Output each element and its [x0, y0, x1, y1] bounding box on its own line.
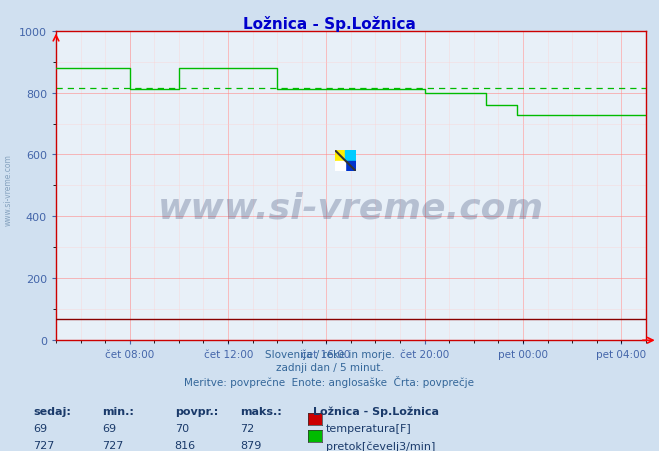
Text: zadnji dan / 5 minut.: zadnji dan / 5 minut.: [275, 362, 384, 372]
Text: 69: 69: [33, 423, 47, 433]
Bar: [335, 151, 345, 161]
Text: 879: 879: [241, 440, 262, 450]
Text: min.:: min.:: [102, 406, 134, 416]
Text: Ložnica - Sp.Ložnica: Ložnica - Sp.Ložnica: [243, 16, 416, 32]
Text: Slovenija / reke in morje.: Slovenija / reke in morje.: [264, 350, 395, 359]
Bar: [335, 161, 345, 172]
Text: www.si-vreme.com: www.si-vreme.com: [158, 191, 544, 225]
Text: 816: 816: [175, 440, 196, 450]
Text: povpr.:: povpr.:: [175, 406, 218, 416]
Text: pretok[čevelj3/min]: pretok[čevelj3/min]: [326, 440, 435, 451]
Text: 69: 69: [102, 423, 116, 433]
Text: 72: 72: [241, 423, 255, 433]
Text: maks.:: maks.:: [241, 406, 282, 416]
Text: temperatura[F]: temperatura[F]: [326, 423, 411, 433]
Text: 727: 727: [102, 440, 123, 450]
Text: sedaj:: sedaj:: [33, 406, 71, 416]
Text: Meritve: povprečne  Enote: anglosaške  Črta: povprečje: Meritve: povprečne Enote: anglosaške Črt…: [185, 375, 474, 387]
Text: 70: 70: [175, 423, 188, 433]
Text: www.si-vreme.com: www.si-vreme.com: [3, 153, 13, 226]
Bar: [345, 151, 356, 161]
Text: Ložnica - Sp.Ložnica: Ložnica - Sp.Ložnica: [313, 406, 439, 416]
Bar: [345, 161, 356, 172]
Text: 727: 727: [33, 440, 54, 450]
